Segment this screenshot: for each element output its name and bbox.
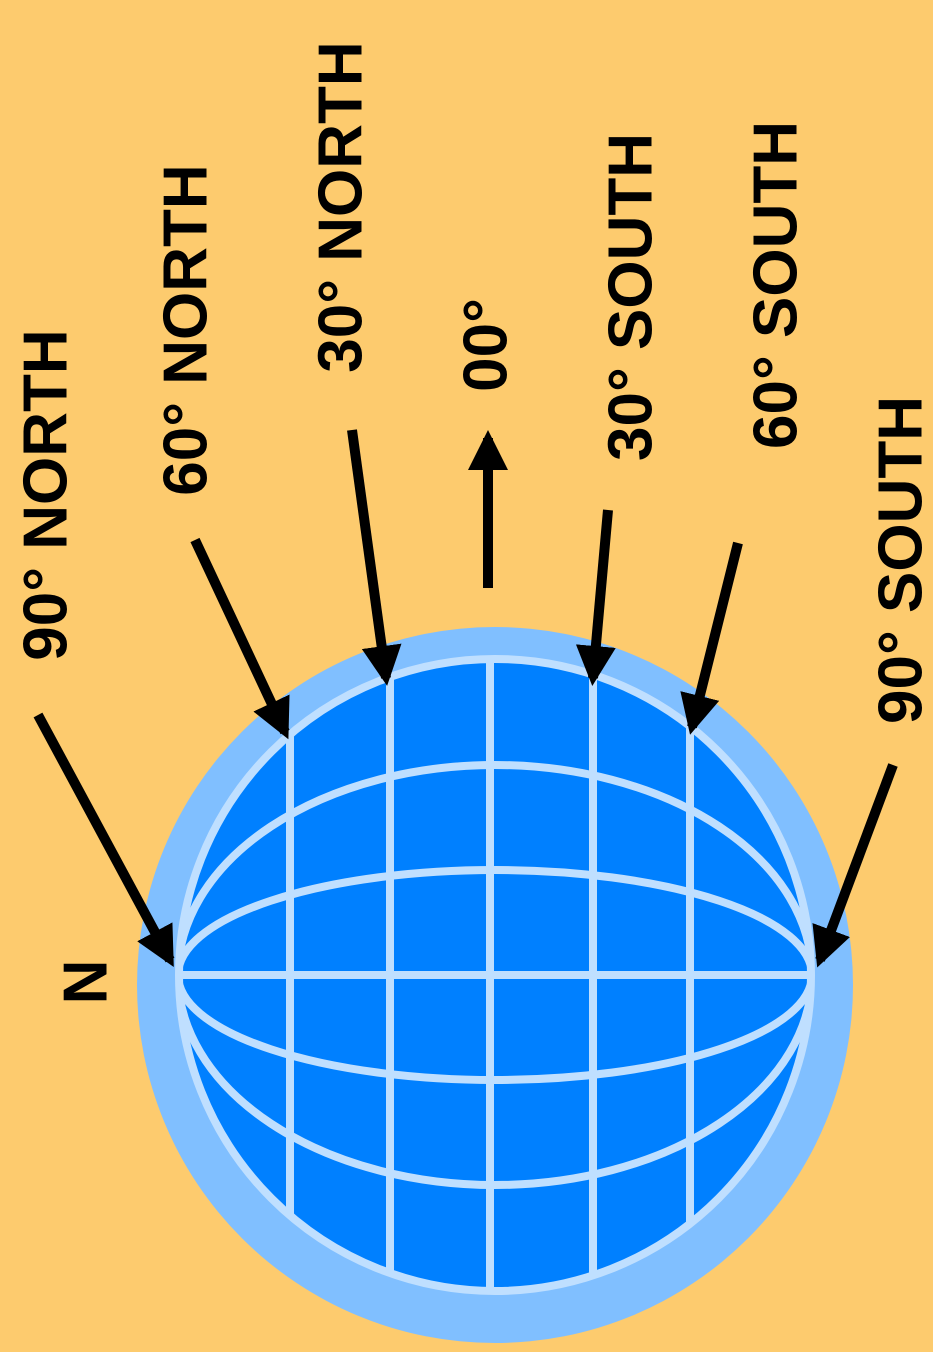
- latitude-label: 30° SOUTH: [596, 133, 665, 461]
- latitude-label: 60° NORTH: [151, 164, 220, 495]
- arrow: [33, 712, 175, 968]
- arrow: [347, 429, 402, 686]
- latitude-label: 60° SOUTH: [741, 121, 810, 449]
- pole-label: N: [51, 960, 120, 1005]
- latitude-label: 30° NORTH: [306, 41, 375, 372]
- latitude-label: 90° NORTH: [11, 329, 80, 660]
- arrow: [680, 541, 743, 735]
- arrow: [575, 509, 616, 686]
- latitude-label: 90° SOUTH: [866, 396, 933, 724]
- arrow: [190, 537, 290, 740]
- latitude-label: 00°: [451, 298, 520, 392]
- globe-edge: [175, 655, 815, 1295]
- arrow: [812, 763, 898, 968]
